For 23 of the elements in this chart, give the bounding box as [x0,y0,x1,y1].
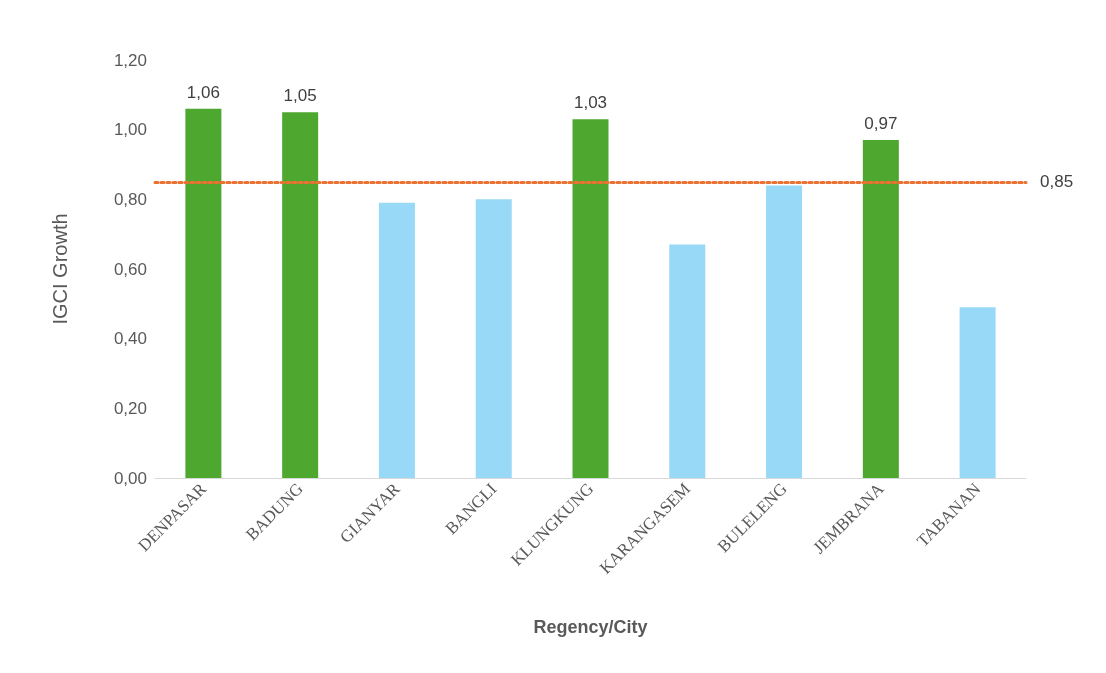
y-tick-label: 0,80 [113,189,147,209]
data-label: 1,06 [186,82,220,102]
bar [572,119,609,478]
y-tick-label: 0,20 [113,398,147,418]
bar [862,140,899,478]
ref-line-label: 0,85 [1040,172,1074,192]
bar [959,307,996,478]
data-label: 1,05 [283,86,317,106]
data-label: 1,03 [573,93,608,113]
bar [282,112,319,478]
y-axis-title: IGCI Growth [49,213,71,325]
y-tick-label: 1,00 [113,120,147,140]
bar [669,244,706,478]
y-tick-label: 1,20 [113,50,147,70]
bar [766,185,803,478]
y-tick-label: 0,40 [113,329,147,349]
bar [378,202,415,478]
y-tick-label: 0,00 [113,468,147,488]
bar [185,108,222,478]
bar [475,199,512,478]
x-axis-title: Regency/City [533,617,648,637]
y-tick-label: 0,60 [113,259,147,279]
data-label: 0,97 [864,114,898,134]
